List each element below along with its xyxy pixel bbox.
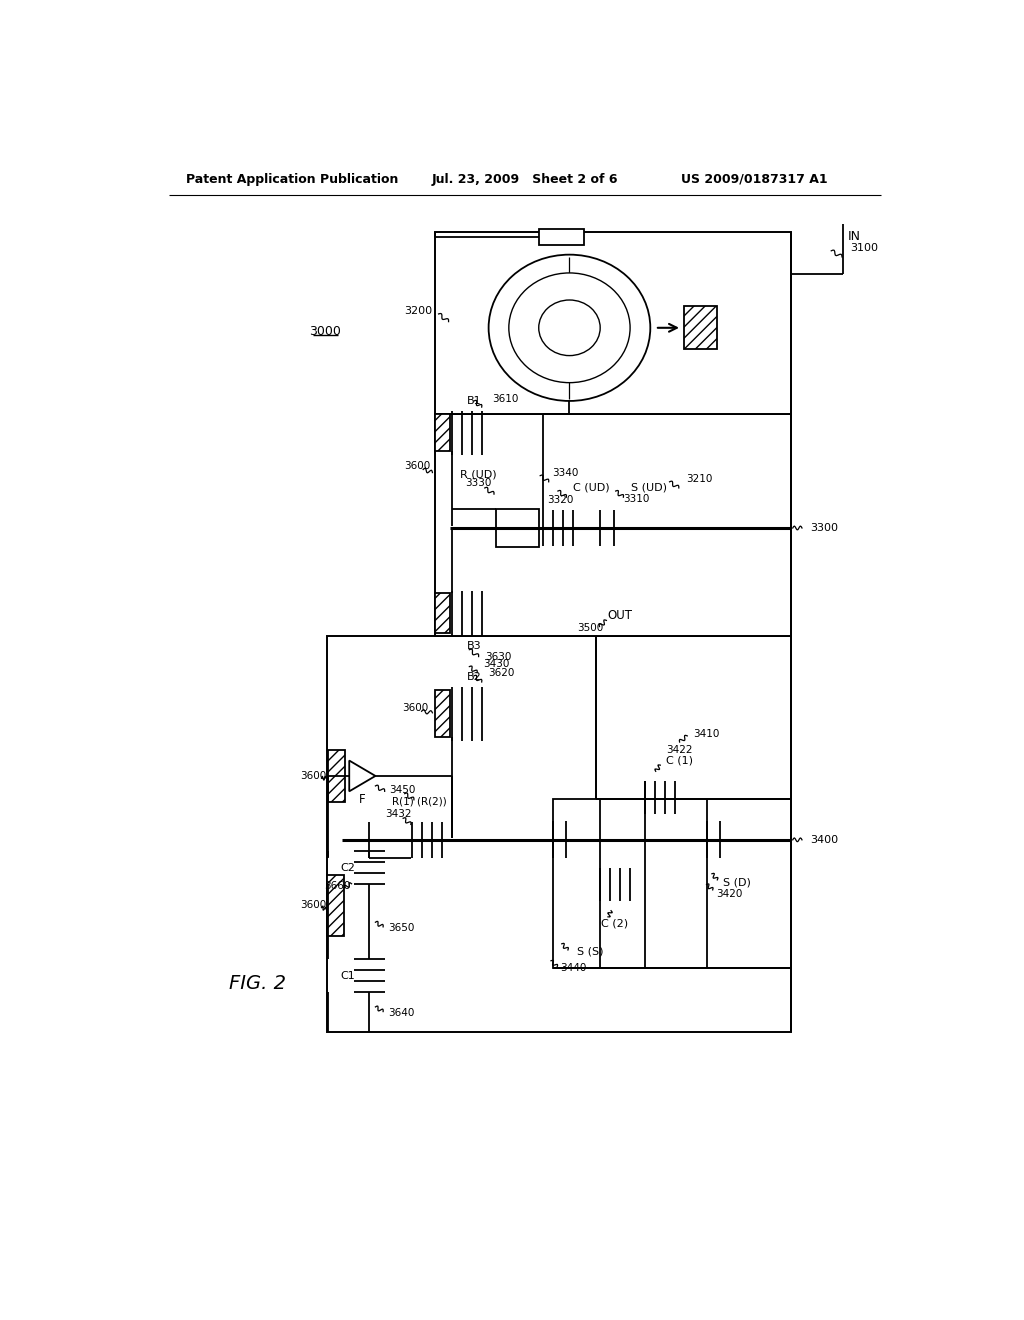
- Text: 3600: 3600: [300, 900, 327, 911]
- Text: C (2): C (2): [600, 917, 628, 928]
- Text: 3610: 3610: [493, 393, 519, 404]
- Text: F: F: [359, 792, 366, 805]
- Text: B1: B1: [467, 396, 481, 407]
- Text: 3450: 3450: [389, 785, 416, 795]
- Text: 3340: 3340: [553, 467, 579, 478]
- Bar: [328, 750, 345, 803]
- Bar: [435, 414, 451, 451]
- Bar: [327, 874, 344, 936]
- Text: 3620: 3620: [488, 668, 515, 677]
- Text: 3100: 3100: [851, 243, 879, 253]
- Ellipse shape: [509, 273, 630, 383]
- Text: US 2009/0187317 A1: US 2009/0187317 A1: [681, 173, 827, 186]
- Text: 3210: 3210: [686, 474, 713, 483]
- Text: S (D): S (D): [724, 878, 752, 888]
- Bar: [553, 799, 792, 969]
- Text: 3432: 3432: [385, 809, 412, 818]
- Text: 3660: 3660: [324, 880, 350, 891]
- Text: 3000: 3000: [309, 325, 341, 338]
- Text: 3440: 3440: [560, 964, 587, 973]
- Polygon shape: [349, 760, 376, 792]
- Text: 3640: 3640: [388, 1008, 415, 1018]
- Ellipse shape: [539, 300, 600, 355]
- Bar: [327, 636, 792, 1032]
- Text: 3600: 3600: [402, 704, 429, 713]
- Text: 3600: 3600: [403, 462, 430, 471]
- Text: 3410: 3410: [692, 729, 719, 739]
- Text: 3320: 3320: [547, 495, 573, 504]
- Bar: [435, 231, 792, 414]
- Text: S (S): S (S): [578, 946, 604, 957]
- Bar: [435, 414, 792, 636]
- Text: 3630: 3630: [484, 652, 511, 661]
- Bar: [435, 689, 451, 738]
- Bar: [540, 230, 584, 244]
- Text: C (UD): C (UD): [573, 483, 610, 492]
- Text: 3420: 3420: [716, 888, 742, 899]
- Text: 3422: 3422: [667, 744, 693, 755]
- Text: R (UD): R (UD): [460, 469, 497, 479]
- Bar: [684, 306, 717, 350]
- Text: 3500: 3500: [578, 623, 603, 634]
- Text: Patent Application Publication: Patent Application Publication: [186, 173, 398, 186]
- Text: 3300: 3300: [810, 523, 838, 533]
- Text: Jul. 23, 2009   Sheet 2 of 6: Jul. 23, 2009 Sheet 2 of 6: [431, 173, 618, 186]
- Text: S (UD): S (UD): [631, 483, 667, 492]
- Text: R(1) (R(2)): R(1) (R(2)): [392, 796, 446, 807]
- Text: 3330: 3330: [466, 478, 492, 488]
- Text: B3: B3: [467, 642, 481, 651]
- Text: C1: C1: [340, 972, 355, 981]
- Text: C2: C2: [340, 863, 355, 874]
- Text: 3430: 3430: [483, 659, 510, 668]
- Text: B2: B2: [467, 672, 482, 682]
- Text: 3600: 3600: [300, 771, 327, 781]
- Text: 3200: 3200: [404, 306, 432, 315]
- Text: 3650: 3650: [388, 924, 415, 933]
- Bar: [435, 594, 451, 634]
- Text: IN: IN: [848, 231, 861, 243]
- Text: 3400: 3400: [810, 834, 838, 845]
- Text: 3310: 3310: [624, 494, 650, 504]
- Text: FIG. 2: FIG. 2: [229, 974, 286, 994]
- Text: C (1): C (1): [667, 755, 693, 766]
- Text: OUT: OUT: [607, 610, 632, 622]
- Bar: [497, 508, 539, 548]
- Ellipse shape: [488, 255, 650, 401]
